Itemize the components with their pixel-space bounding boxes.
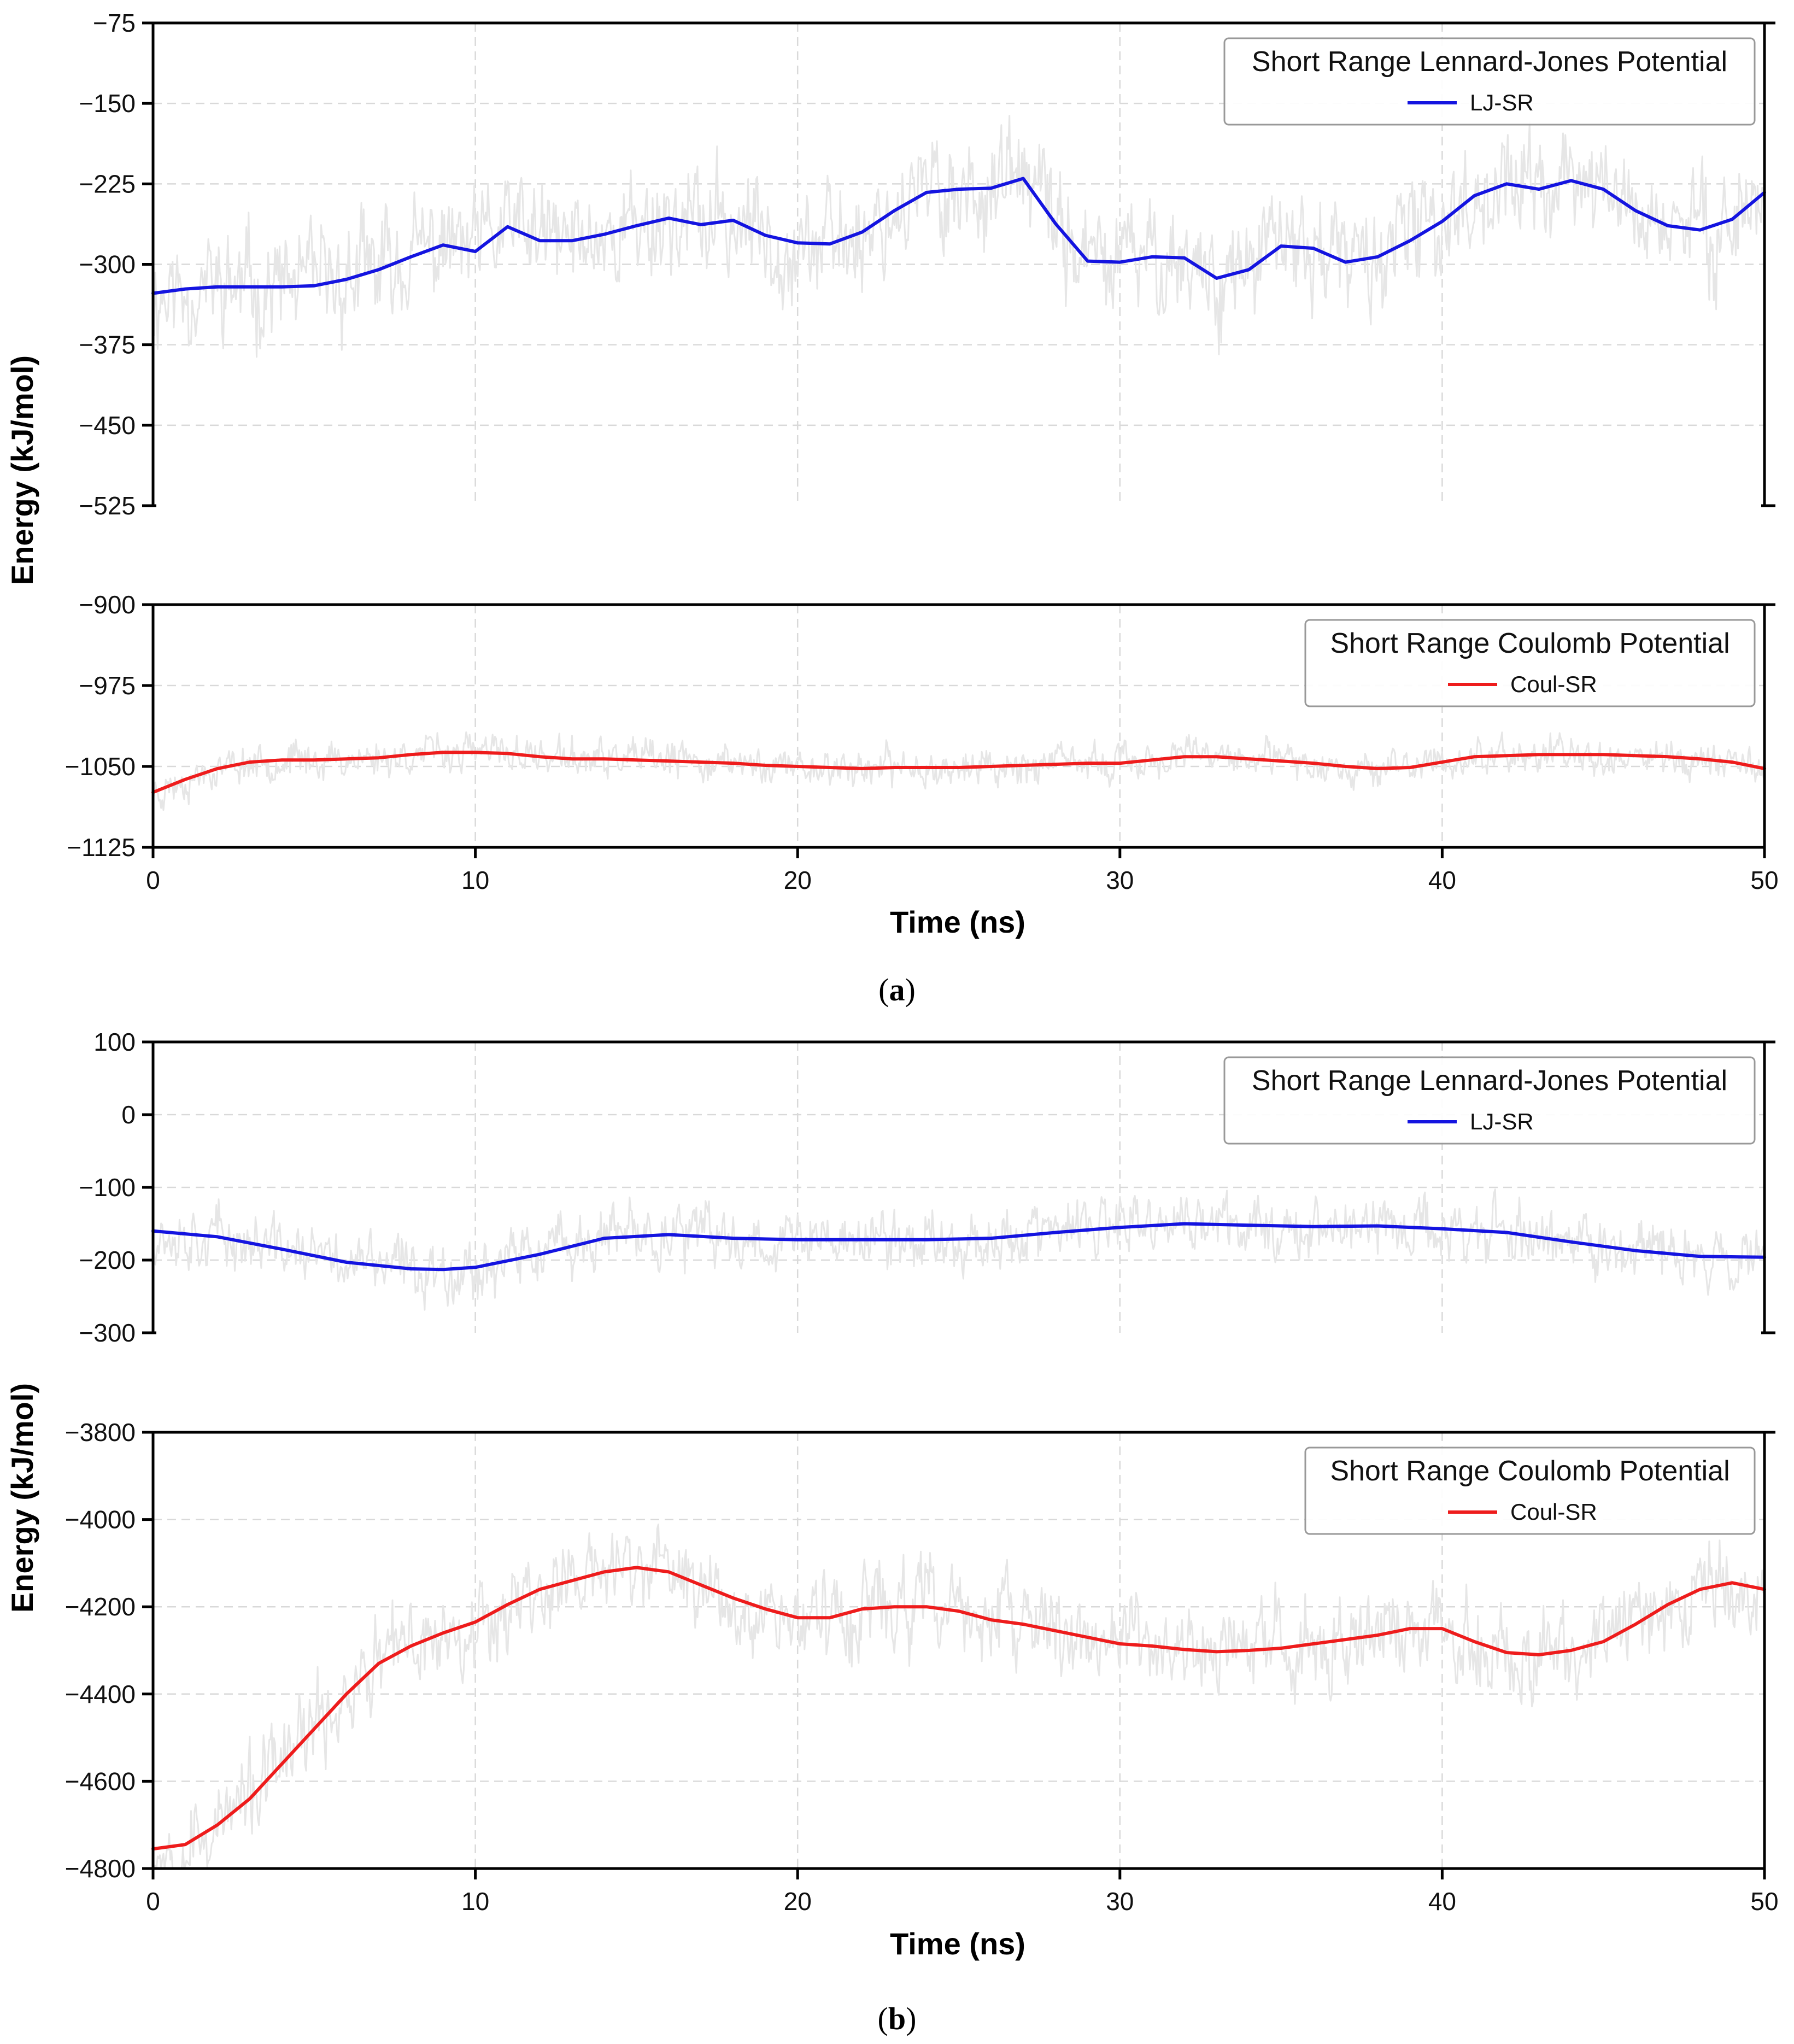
y-tick-label: 100 (93, 1028, 136, 1056)
raw-energy-trace (152, 115, 1766, 358)
y-tick-label: −900 (79, 590, 136, 619)
x-tick-label: 40 (1428, 866, 1456, 894)
chart-a-top: −75 −150 −225 −300 −375 −450 −525 Short Range L… (79, 9, 1775, 520)
chart-b-bottom: −3800 −4000 −4200 −4400 −4600 −4800 0 10 20 30 40 5… (65, 1418, 1779, 1916)
x-tick-label: 50 (1750, 866, 1778, 894)
y-tick-label: −450 (79, 411, 136, 440)
raw-energy-trace (153, 1524, 1766, 1870)
x-tick-label: 50 (1750, 1887, 1778, 1916)
y-tick-label: −4000 (65, 1506, 136, 1534)
y-tick-label: −300 (79, 1319, 136, 1347)
legend: Short Range Coulomb Potential Coul-SR (1304, 1446, 1756, 1535)
x-tick-label: 30 (1106, 1887, 1134, 1916)
y-axis-label-b: Energy (kJ/mol) (5, 1383, 39, 1613)
y-tick-label: −3800 (65, 1418, 136, 1446)
y-tick-label: −1050 (65, 752, 136, 781)
y-tick-label: −200 (79, 1246, 136, 1274)
y-tick-label: −225 (79, 169, 136, 198)
legend-entry: LJ-SR (1470, 1109, 1534, 1134)
chart-a-bottom: −900 −975 −1050 −1125 0 10 20 30 40 50 Short Range… (65, 590, 1779, 894)
y-tick-label: −4800 (65, 1854, 136, 1883)
x-tick-label: 30 (1106, 866, 1134, 894)
x-tick-label: 10 (461, 866, 489, 894)
legend: Short Range Lennard-Jones Potential LJ-SR (1223, 1056, 1756, 1145)
chart-b-top: 100 0 −100 −200 −300 Short Range Lennard-Jone… (79, 1028, 1775, 1347)
legend-box (1223, 37, 1756, 126)
y-tick-label: 0 (121, 1100, 136, 1129)
y-axis-label-a: Energy (kJ/mol) (5, 355, 39, 585)
x-axis-label-b: Time (ns) (890, 1926, 1025, 1961)
legend-box (1223, 1056, 1756, 1145)
y-tick-label: −75 (93, 9, 136, 37)
x-tick-label: 0 (146, 1887, 160, 1916)
series-line-coul-sr (151, 751, 1766, 794)
legend: Short Range Coulomb Potential Coul-SR (1304, 619, 1756, 707)
legend-title: Short Range Coulomb Potential (1330, 628, 1729, 659)
series-line-coul-sr (151, 1566, 1766, 1851)
y-tick-label: −4600 (65, 1767, 136, 1795)
y-tick-label: −4200 (65, 1592, 136, 1621)
y-tick-label: −975 (79, 671, 136, 700)
legend: Short Range Lennard-Jones Potential LJ-SR (1223, 37, 1756, 126)
y-tick-label: −150 (79, 89, 136, 118)
legend-title: Short Range Coulomb Potential (1330, 1455, 1729, 1487)
legend-entry: Coul-SR (1510, 671, 1597, 697)
y-tick-label: −1125 (67, 833, 136, 862)
y-tick-label: −100 (79, 1173, 136, 1202)
x-axis-label-a: Time (ns) (890, 905, 1025, 939)
y-tick-label: −4400 (65, 1680, 136, 1708)
series-line-lj-sr (151, 1222, 1766, 1272)
legend-box (1304, 619, 1756, 707)
caption-b: (b) (878, 2001, 917, 2036)
x-tick-label: 10 (461, 1887, 489, 1916)
x-tick-label: 40 (1428, 1887, 1456, 1916)
series-line-lj-sr (151, 177, 1766, 295)
y-tick-label: −300 (79, 250, 136, 279)
y-tick-label: −375 (79, 331, 136, 359)
caption-a: (a) (878, 972, 916, 1008)
x-tick-label: 0 (146, 866, 160, 894)
raw-energy-trace (152, 1188, 1766, 1311)
x-tick-label: 20 (784, 1887, 812, 1916)
x-tick-label: 20 (784, 866, 812, 894)
legend-title: Short Range Lennard-Jones Potential (1252, 1065, 1727, 1097)
legend-box (1304, 1446, 1756, 1535)
raw-energy-trace (152, 731, 1766, 811)
legend-entry: Coul-SR (1510, 1499, 1597, 1525)
y-tick-label: −525 (79, 491, 136, 520)
legend-entry: LJ-SR (1470, 90, 1534, 115)
legend-title: Short Range Lennard-Jones Potential (1252, 46, 1727, 78)
